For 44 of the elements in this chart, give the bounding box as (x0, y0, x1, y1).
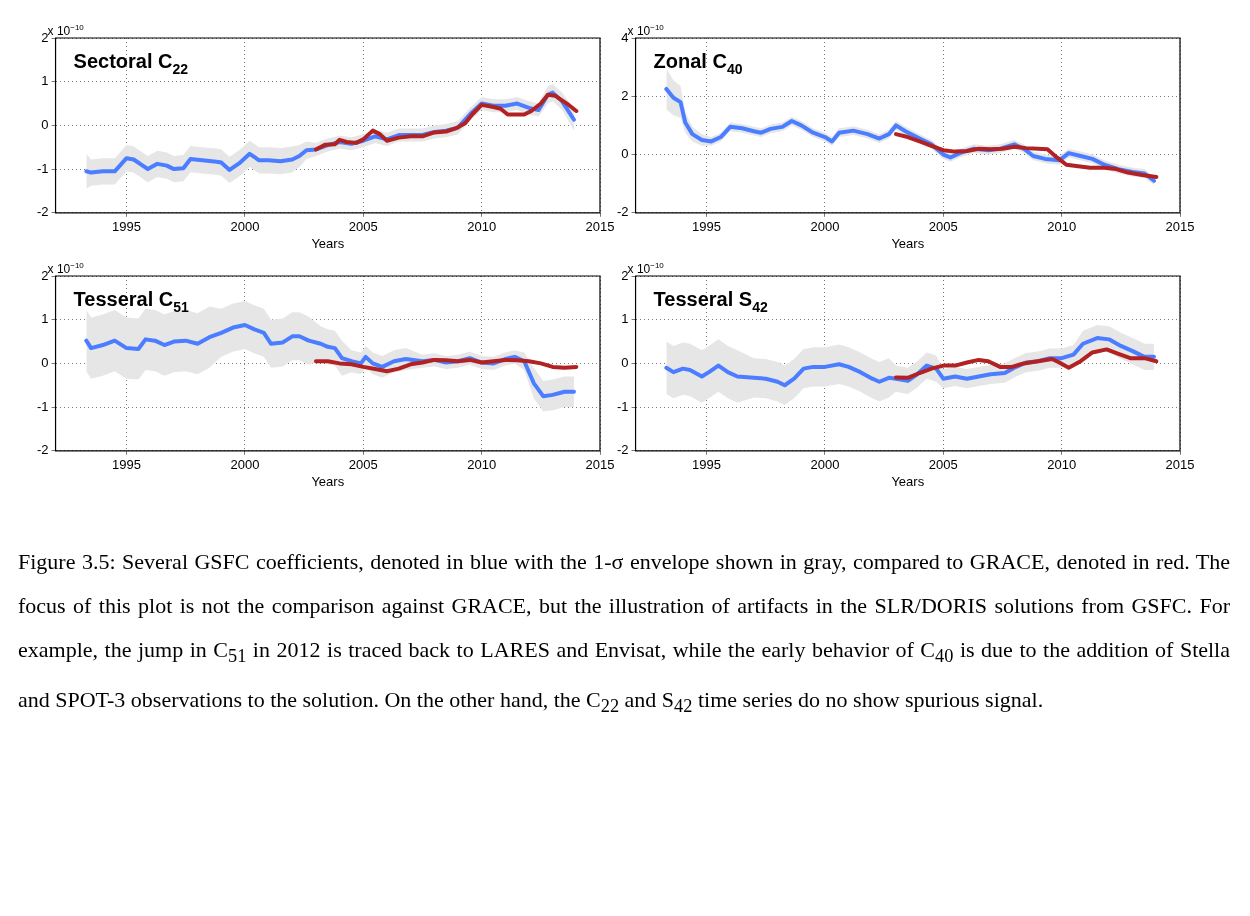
y-tick-label: 0 (621, 146, 629, 162)
x-tick-label: 2010 (1047, 219, 1077, 235)
y-tick-label: -1 (37, 160, 49, 176)
x-tick-label: 2000 (810, 457, 840, 473)
y-tick-label: 2 (621, 87, 629, 103)
y-tick-label: 2 (41, 267, 49, 283)
x-tick-label: 1995 (692, 457, 722, 473)
x-axis-title: Years (311, 235, 345, 251)
y-tick-label: 0 (621, 354, 629, 370)
x-tick-label: 2010 (467, 219, 497, 235)
y-tick-label: 0 (41, 116, 49, 132)
x-tick-label: 2015 (585, 219, 615, 235)
y-tick-label: -2 (37, 204, 49, 220)
text: Figure 3.5: Several GSFC coefficients, denoted in blue with the 1-σ envelope shown in gray, compared to GRACE, denoted in red. The focus of this plot is not the comparison against GRACE, but the illustration of artifacts in the SLR/DORIS solutions from GSFC. For example, the jump in C$_{51}$ in 2012 is traced back to LARES and Envisat, while the early behavior of C$_{40}$ is due to the addition of Stella and SPOT-3 observations to the solution. On the other hand, the C$_{22}$ and S$_{42}$ time series do no show spurious signal. (18, 549, 1231, 717)
y-tick-label: -1 (617, 398, 629, 414)
x-tick-label: 2000 (230, 457, 260, 473)
y-tick-label: 1 (41, 311, 49, 327)
y-tick-label: -2 (617, 204, 629, 220)
x-tick-label: 2005 (348, 457, 378, 473)
y-tick-label: 2 (41, 29, 49, 45)
y-tick-label: 1 (41, 73, 49, 89)
x-axis-title: Years (891, 473, 925, 489)
y-tick-label: 2 (621, 267, 629, 283)
x-tick-label: 2000 (230, 219, 260, 235)
y-tick-label: -1 (37, 398, 49, 414)
y-tick-label: -2 (617, 442, 629, 458)
x-tick-label: 1995 (692, 219, 722, 235)
y-tick-label: 4 (621, 29, 629, 45)
x-tick-label: 2015 (1165, 457, 1195, 473)
x-tick-label: 2015 (585, 457, 615, 473)
x-tick-label: 2010 (1047, 457, 1077, 473)
x-tick-label: 2005 (348, 219, 378, 235)
x-tick-label: 2005 (928, 457, 958, 473)
y-tick-label: 0 (41, 354, 49, 370)
x-axis-title: Years (311, 473, 345, 489)
x-tick-label: 1995 (112, 457, 142, 473)
x-tick-label: 2010 (467, 457, 497, 473)
x-axis-title: Years (891, 235, 925, 251)
x-tick-label: 1995 (112, 219, 142, 235)
y-tick-label: 1 (621, 311, 629, 327)
y-tick-label: -2 (37, 442, 49, 458)
x-tick-label: 2000 (810, 219, 840, 235)
x-tick-label: 2015 (1165, 219, 1195, 235)
x-tick-label: 2005 (928, 219, 958, 235)
